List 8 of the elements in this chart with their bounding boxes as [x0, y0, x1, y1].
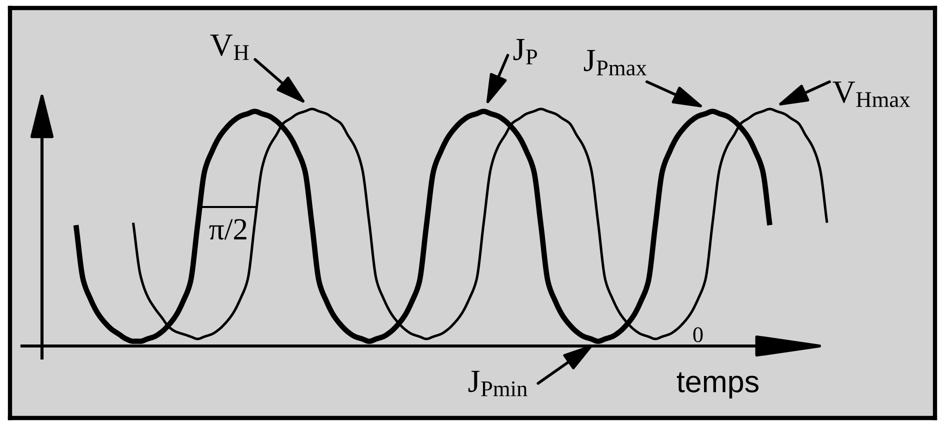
series-label: J$_{P}$	[513, 38, 537, 64]
text: J$_{Pmax}$	[584, 50, 647, 76]
text: V$_{Hmax}$	[832, 82, 910, 108]
x-axis-title: temps	[676, 372, 759, 398]
text: V$_{H}$	[210, 34, 249, 60]
annotation: 0	[693, 327, 703, 342]
text: J$_{Pmin}$	[468, 370, 528, 396]
annotation: π/2	[209, 219, 246, 240]
